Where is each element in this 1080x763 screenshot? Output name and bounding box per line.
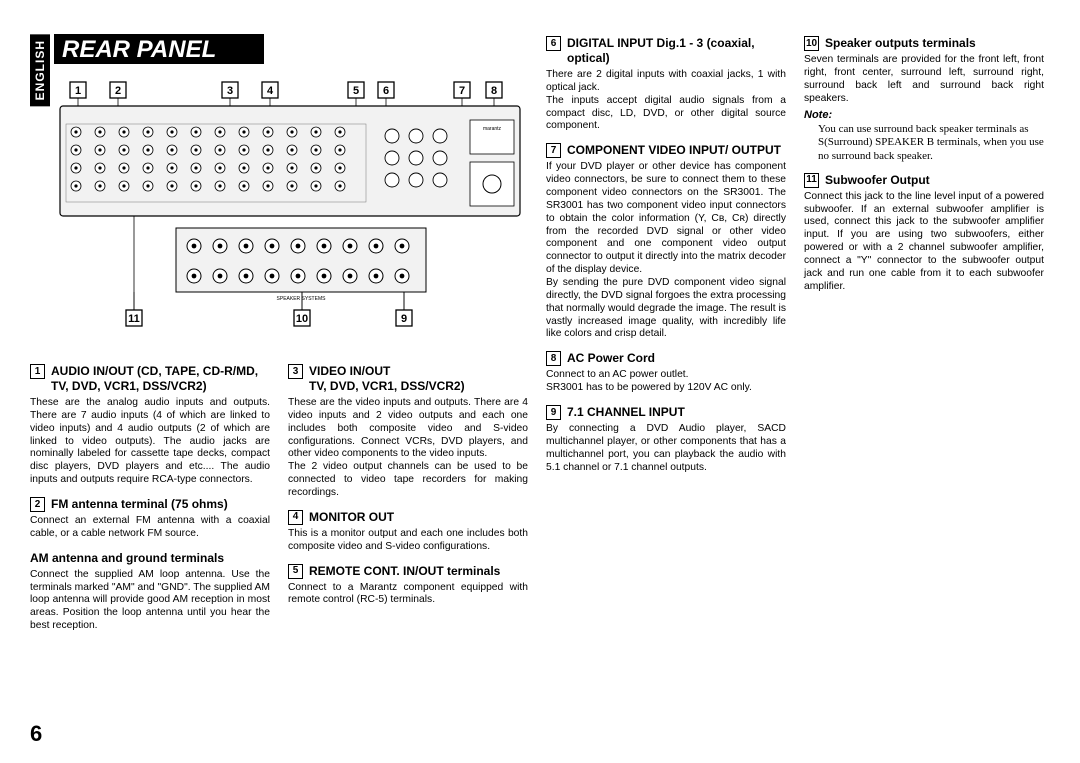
section-title: FM antenna terminal (75 ohms)	[51, 497, 270, 512]
section-title: AUDIO IN/OUT (CD, TAPE, CD-R/MD, TV, DVD…	[51, 364, 270, 394]
section-heading: 6 DIGITAL INPUT Dig.1 - 3 (coaxial, optic…	[546, 36, 786, 66]
section-heading: 2 FM antenna terminal (75 ohms)	[30, 497, 270, 512]
note-label: Note:	[804, 109, 1044, 123]
section-body: Connect to an AC power outlet.SR3001 has…	[546, 369, 786, 395]
section-number-box: 3	[288, 364, 303, 379]
section-title: DIGITAL INPUT Dig.1 - 3 (coaxial, optica…	[567, 36, 786, 66]
section-heading: AM antenna and ground terminals	[30, 551, 270, 566]
section: 6 DIGITAL INPUT Dig.1 - 3 (coaxial, optic…	[546, 36, 786, 133]
section-body: Connect an external FM antenna with a co…	[30, 515, 270, 541]
section-heading: 8 AC Power Cord	[546, 351, 786, 366]
section-number-box: 10	[804, 36, 819, 51]
section-title: Speaker outputs terminals	[825, 36, 1044, 51]
section: 4 MONITOR OUT This is a monitor output and…	[288, 510, 528, 554]
section-heading: 9 7.1 CHANNEL INPUT	[546, 405, 786, 420]
section-title: REMOTE CONT. IN/OUT terminals	[309, 564, 528, 579]
section-heading: 11 Subwoofer Output	[804, 173, 1044, 188]
section: 2 FM antenna terminal (75 ohms) Connect an…	[30, 497, 270, 541]
section-body: Connect the supplied AM loop antenna. Us…	[30, 569, 270, 633]
section-body: These are the video inputs and outputs. …	[288, 397, 528, 500]
section: 8 AC Power Cord Connect to an AC power out…	[546, 351, 786, 395]
section: 10 Speaker outputs terminals Seven termina…	[804, 36, 1044, 163]
section: 7 COMPONENT VIDEO INPUT/ OUTPUT If your DV…	[546, 143, 786, 341]
section-number-box: 11	[804, 173, 819, 188]
section-heading: 4 MONITOR OUT	[288, 510, 528, 525]
diagram-spacer	[30, 36, 270, 364]
section-number-box: 9	[546, 405, 561, 420]
section-number-box: 1	[30, 364, 45, 379]
section: AM antenna and ground terminals Connect t…	[30, 551, 270, 633]
section-number-box: 4	[288, 510, 303, 525]
section-body: These are the analog audio inputs and ou…	[30, 397, 270, 487]
section-title: COMPONENT VIDEO INPUT/ OUTPUT	[567, 143, 786, 158]
section-number-box: 6	[546, 36, 561, 51]
section-number-box: 7	[546, 143, 561, 158]
section-body: There are 2 digital inputs with coaxial …	[546, 69, 786, 133]
section-title: MONITOR OUT	[309, 510, 528, 525]
page-number: 6	[30, 721, 42, 747]
section-body: Connect to a Marantz component equipped …	[288, 582, 528, 608]
section-body: This is a monitor output and each one in…	[288, 528, 528, 554]
section-body: If your DVD player or other device has c…	[546, 161, 786, 341]
section-number-box: 2	[30, 497, 45, 512]
section: 9 7.1 CHANNEL INPUT By connecting a DVD Au…	[546, 405, 786, 474]
section-body: By connecting a DVD Audio player, SACD m…	[546, 423, 786, 474]
section-title: VIDEO IN/OUTTV, DVD, VCR1, DSS/VCR2)	[309, 364, 528, 394]
section-number-box: 8	[546, 351, 561, 366]
content-columns: 1 AUDIO IN/OUT (CD, TAPE, CD-R/MD, TV, DV…	[30, 36, 1044, 723]
section-title: 7.1 CHANNEL INPUT	[567, 405, 786, 420]
section: 11 Subwoofer Output Connect this jack to t…	[804, 173, 1044, 294]
section-body: Connect this jack to the line level inpu…	[804, 191, 1044, 294]
section-heading: 7 COMPONENT VIDEO INPUT/ OUTPUT	[546, 143, 786, 158]
section: 1 AUDIO IN/OUT (CD, TAPE, CD-R/MD, TV, DV…	[30, 364, 270, 487]
diagram-spacer	[288, 36, 528, 364]
section-title: AC Power Cord	[567, 351, 786, 366]
manual-page: ENGLISH REAR PANEL marantzSPEAKER SYSTEM…	[0, 0, 1080, 763]
section-heading: 1 AUDIO IN/OUT (CD, TAPE, CD-R/MD, TV, DV…	[30, 364, 270, 394]
note-body: You can use surround back speaker termin…	[804, 123, 1044, 163]
section-title: Subwoofer Output	[825, 173, 1044, 188]
section-title: AM antenna and ground terminals	[30, 551, 270, 566]
section-heading: 3 VIDEO IN/OUTTV, DVD, VCR1, DSS/VCR2)	[288, 364, 528, 394]
section: 5 REMOTE CONT. IN/OUT terminals Connect to…	[288, 564, 528, 608]
section-body: Seven terminals are provided for the fro…	[804, 54, 1044, 105]
section-heading: 10 Speaker outputs terminals	[804, 36, 1044, 51]
section: 3 VIDEO IN/OUTTV, DVD, VCR1, DSS/VCR2)The…	[288, 364, 528, 500]
section-number-box: 5	[288, 564, 303, 579]
section-heading: 5 REMOTE CONT. IN/OUT terminals	[288, 564, 528, 579]
